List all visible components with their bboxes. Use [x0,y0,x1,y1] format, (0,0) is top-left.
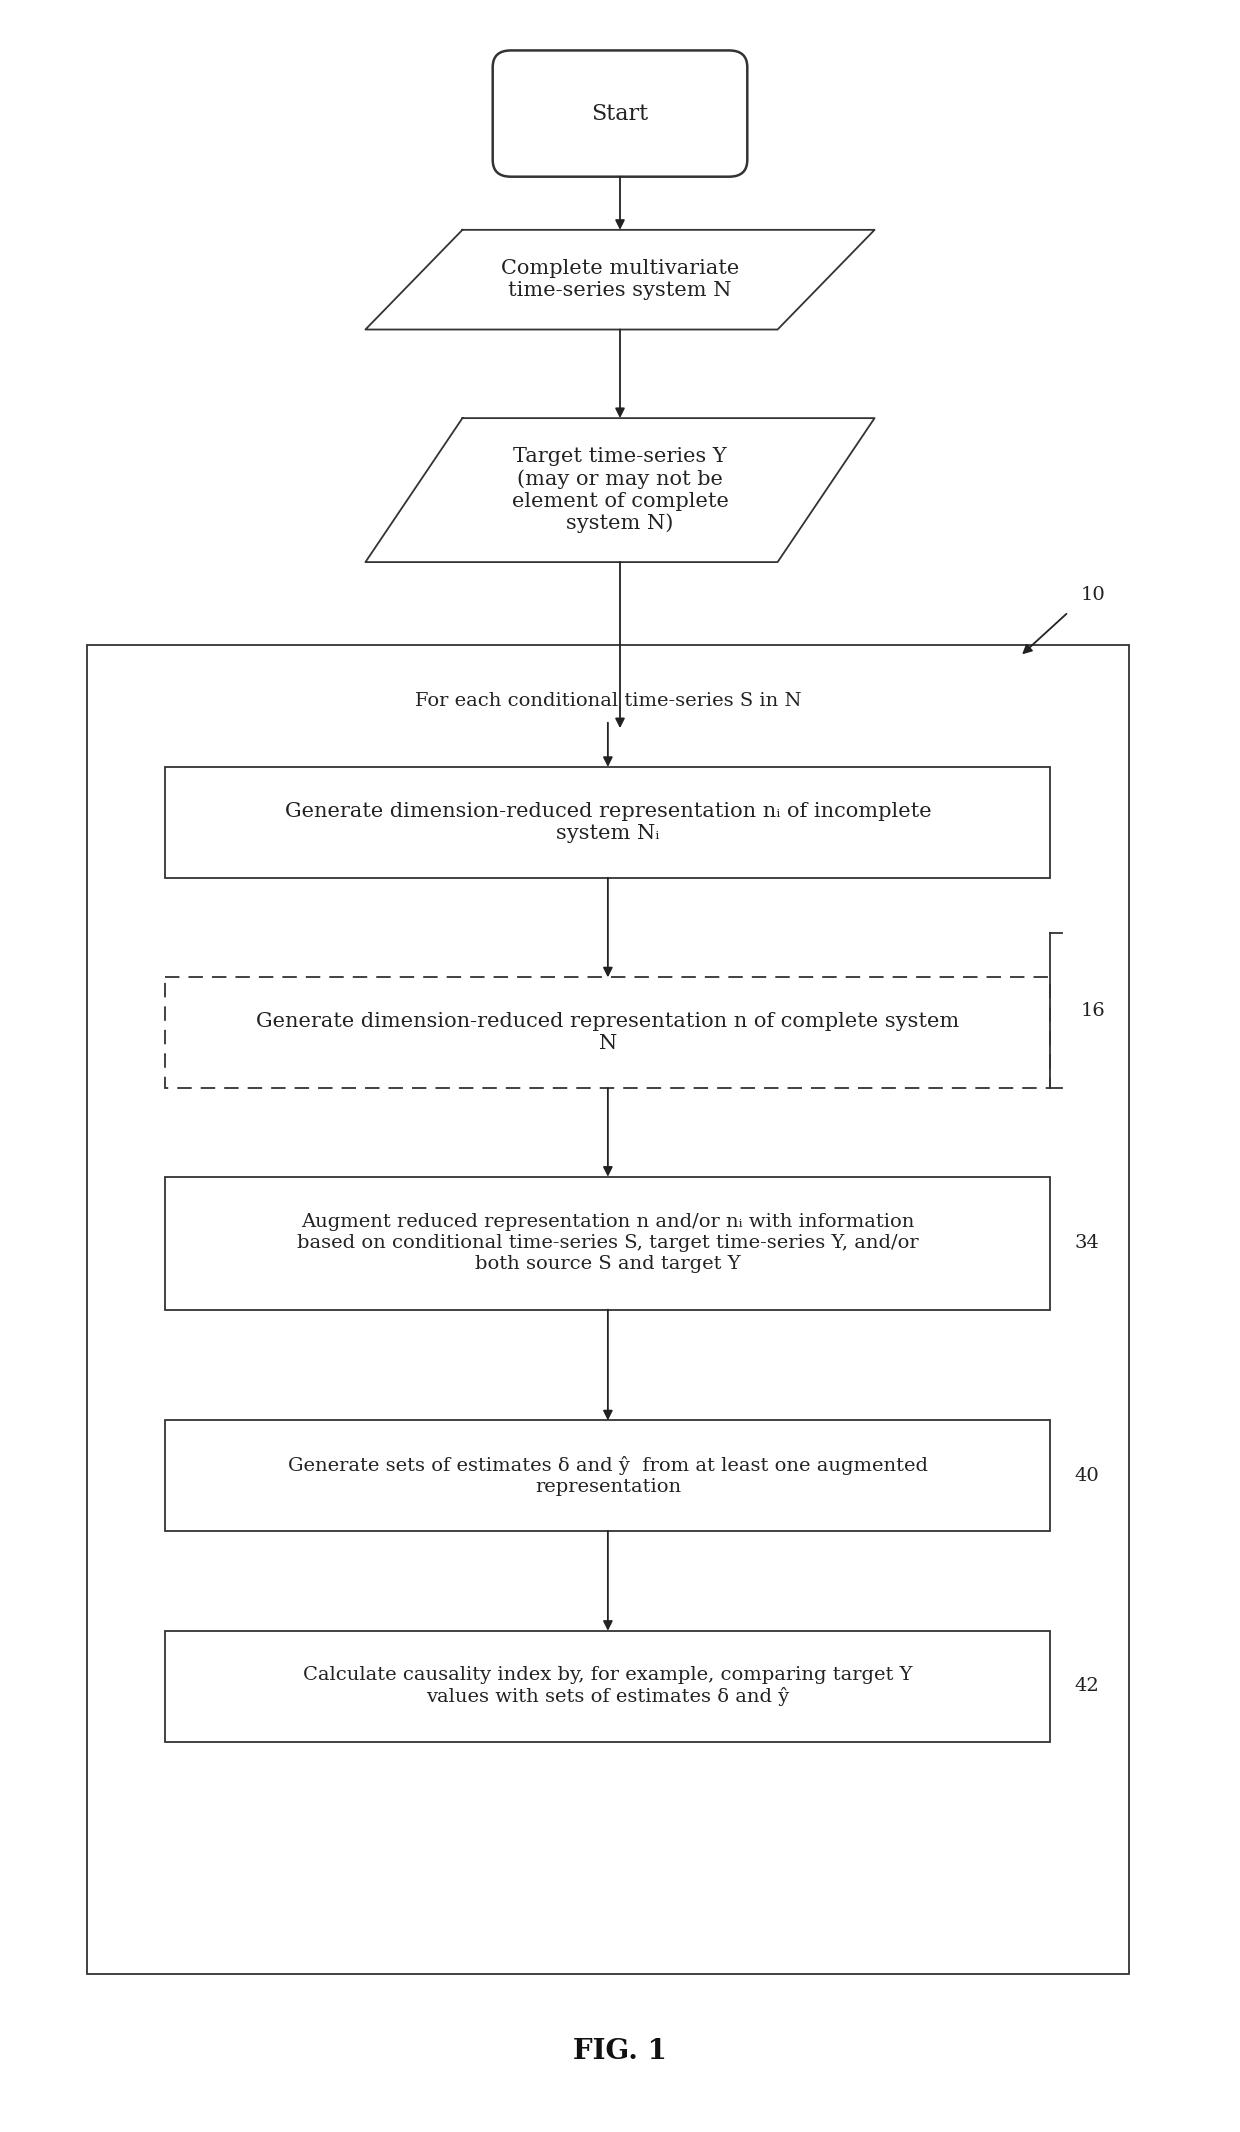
Bar [165,1631,1050,1742]
Text: Start: Start [591,102,649,124]
Text: 40: 40 [1075,1467,1100,1484]
Text: Generate sets of estimates ẟ and ŷ  from at least one augmented
representation: Generate sets of estimates ẟ and ŷ from … [288,1456,928,1497]
Bar [165,768,1050,878]
Polygon shape [366,418,874,563]
Text: Generate dimension-reduced representation n⁣ of complete system
N⁣: Generate dimension-reduced representatio… [257,1013,960,1053]
Bar [165,976,1050,1087]
Text: FIG. 1: FIG. 1 [573,2038,667,2066]
Text: Complete multivariate
time-series system N⁣: Complete multivariate time-series system… [501,260,739,301]
Text: 42: 42 [1075,1678,1100,1695]
Bar [165,1177,1050,1309]
Bar [87,646,1130,1974]
FancyBboxPatch shape [492,51,748,177]
Text: For each conditional time-series S in N⁣: For each conditional time-series S in N⁣ [414,691,801,710]
Text: 16: 16 [1080,1002,1105,1019]
Text: Calculate causality index by, for example, comparing target Y
values with sets o: Calculate causality index by, for exampl… [303,1667,913,1706]
Text: 34: 34 [1075,1234,1100,1251]
Text: Generate dimension-reduced representation nᵢ of incomplete
system Nᵢ: Generate dimension-reduced representatio… [284,802,931,842]
Polygon shape [366,230,874,330]
Text: Augment reduced representation n⁣ and/or nᵢ with information
based on conditiona: Augment reduced representation n⁣ and/or… [298,1213,919,1273]
Text: 10: 10 [1080,586,1105,603]
Text: Target time-series Y
(may or may not be
element of complete
system N⁣): Target time-series Y (may or may not be … [512,448,728,533]
Bar [165,1420,1050,1531]
